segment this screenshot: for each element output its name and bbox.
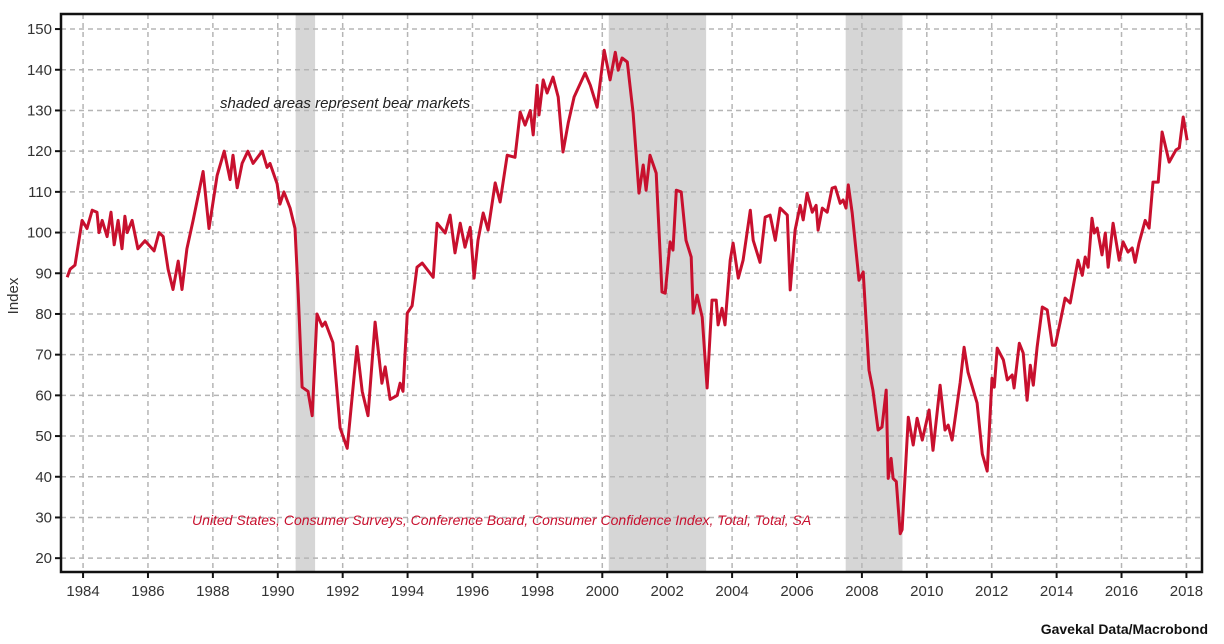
x-tick-label: 1988 (196, 583, 229, 600)
source-credit: Gavekal Data/Macrobond (1041, 621, 1208, 637)
y-tick-label: 30 (35, 509, 52, 526)
y-tick-label: 140 (27, 62, 52, 79)
series-legend: United States, Consumer Surveys, Confere… (192, 512, 811, 528)
x-tick-label: 2000 (586, 583, 619, 600)
x-tick-label: 2008 (845, 583, 878, 600)
y-tick-label: 60 (35, 387, 52, 404)
y-axis: 20 30 40 50 60 70 80 90 100 110 120 130 140 150 (27, 21, 61, 567)
x-tick-label: 2002 (651, 583, 684, 600)
plot-frame (59, 12, 1204, 574)
bear-market-annotation: shaded areas represent bear markets (220, 95, 471, 112)
y-axis-label: Index (5, 277, 22, 314)
x-tick-label: 1986 (131, 583, 164, 600)
y-tick-label: 40 (35, 469, 52, 486)
x-tick-label: 2012 (975, 583, 1008, 600)
y-tick-label: 70 (35, 347, 52, 364)
x-tick-label: 2016 (1105, 583, 1138, 600)
y-tick-label: 150 (27, 21, 52, 38)
y-tick-label: 80 (35, 306, 52, 323)
x-axis: 1984 1986 1988 1990 1992 1994 1996 1998 2000 2002… (66, 572, 1203, 600)
x-tick-label: 1998 (521, 583, 554, 600)
bear-market-band (295, 14, 316, 572)
bear-market-shading (295, 14, 903, 572)
series-line (65, 48, 1189, 536)
bear-market-band (845, 14, 903, 572)
x-tick-label: 1984 (66, 583, 99, 600)
gridlines (61, 14, 1202, 572)
x-tick-label: 1992 (326, 583, 359, 600)
y-tick-label: 20 (35, 550, 52, 567)
x-tick-label: 2014 (1040, 583, 1073, 600)
x-tick-label: 1994 (391, 583, 424, 600)
y-tick-label: 120 (27, 143, 52, 160)
y-tick-label: 130 (27, 102, 52, 119)
y-tick-label: 50 (35, 428, 52, 445)
x-tick-label: 1990 (261, 583, 294, 600)
x-tick-label: 2010 (910, 583, 943, 600)
bear-market-band (608, 14, 707, 572)
x-tick-label: 2004 (715, 583, 748, 600)
x-tick-label: 1996 (456, 583, 489, 600)
x-tick-label: 2018 (1170, 583, 1203, 600)
y-tick-label: 110 (28, 184, 52, 201)
y-tick-label: 100 (27, 225, 52, 242)
x-tick-label: 2006 (780, 583, 813, 600)
y-tick-label: 90 (35, 265, 52, 282)
